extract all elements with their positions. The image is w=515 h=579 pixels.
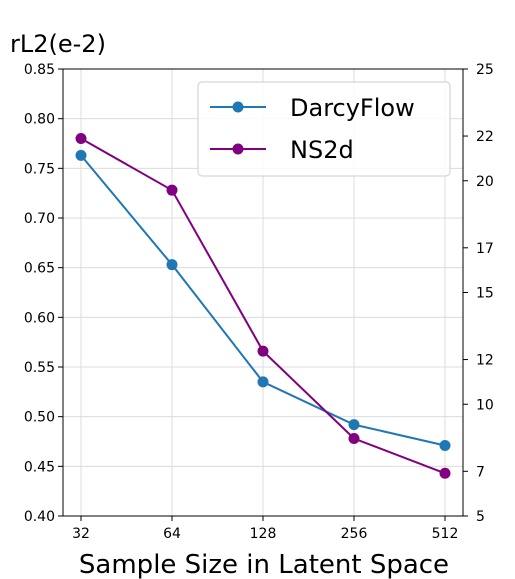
y-left-tick-label: 0.65 (24, 261, 55, 277)
y-right-tick-label: 15 (476, 286, 494, 302)
data-point-ns2d (439, 467, 451, 479)
axes: 32 64 128 256 5120.400.450.500.550.600.650.7… (24, 62, 494, 542)
y-left-tick-label: 0.85 (24, 62, 55, 78)
y-right-tick-label: 20 (476, 174, 494, 190)
y-right-tick-label: 12 (476, 353, 494, 369)
series-lines (75, 133, 451, 479)
data-point-darcyflow (348, 419, 360, 431)
data-point-darcyflow (439, 439, 451, 451)
y-right-tick-label: 5 (476, 509, 485, 525)
data-point-darcyflow (257, 376, 269, 388)
x-axis-label: Sample Size in Latent Space (79, 550, 449, 579)
legend-marker (232, 101, 244, 113)
x-tick-label: 128 (250, 526, 277, 542)
y-right-tick-label: 25 (476, 62, 494, 78)
data-point-darcyflow (75, 149, 87, 161)
y-left-tick-label: 0.80 (24, 112, 55, 128)
legend-label: NS2d (290, 136, 354, 164)
legend: DarcyFlow NS2d (197, 81, 451, 177)
x-tick-label: 256 (341, 526, 368, 542)
data-point-ns2d (257, 345, 269, 357)
y-left-tick-label: 0.55 (24, 360, 55, 376)
y-left-tick-label: 0.40 (24, 509, 55, 525)
legend-marker (232, 143, 244, 155)
y-left-tick-label: 0.70 (24, 211, 55, 227)
y-right-tick-label: 7 (476, 464, 485, 480)
x-tick-label: 64 (163, 526, 181, 542)
y-right-tick-label: 10 (476, 397, 494, 413)
legend-label: DarcyFlow (290, 94, 415, 122)
data-point-ns2d (348, 433, 360, 445)
y-right-tick-label: 17 (476, 241, 494, 257)
chart-title: rL2(e-2) (10, 30, 106, 58)
legend-box (197, 81, 451, 177)
y-left-tick-label: 0.50 (24, 410, 55, 426)
y-left-tick-label: 0.60 (24, 310, 55, 326)
y-left-tick-label: 0.45 (24, 459, 55, 475)
x-tick-label: 512 (432, 526, 459, 542)
x-tick-label: 32 (72, 526, 90, 542)
y-left-tick-label: 0.75 (24, 161, 55, 177)
data-point-darcyflow (166, 259, 178, 271)
y-right-tick-label: 22 (476, 129, 494, 145)
data-point-ns2d (166, 184, 178, 196)
data-point-ns2d (75, 133, 87, 145)
